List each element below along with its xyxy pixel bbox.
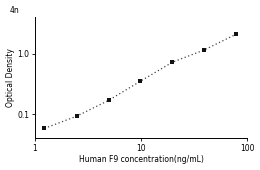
Point (138, 80, 142, 82)
Y-axis label: Optical Density: Optical Density (5, 48, 15, 107)
Point (170, 61, 174, 64)
Text: 4n: 4n (9, 6, 19, 15)
Point (106, 99, 110, 102)
Point (42, 127, 47, 130)
Point (202, 49, 206, 51)
Point (234, 33, 238, 36)
Point (75, 115, 79, 118)
X-axis label: Human F9 concentration(ng/mL): Human F9 concentration(ng/mL) (79, 155, 204, 164)
